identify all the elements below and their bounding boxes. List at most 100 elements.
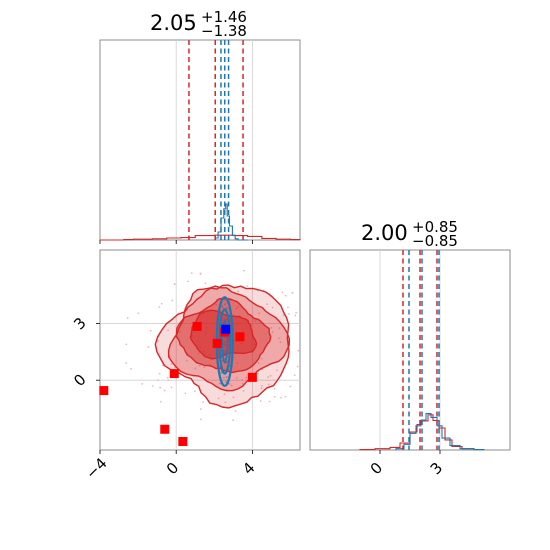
x-tick-label-0: −4 (82, 454, 110, 482)
scatter-point (237, 305, 240, 308)
scatter-point (293, 374, 296, 377)
scatter-point (173, 283, 176, 286)
scatter-point (158, 306, 161, 308)
scatter-point (225, 375, 228, 378)
y-tick-label-1: 3 (70, 314, 89, 333)
x2-title-value: 2.00 (361, 221, 408, 245)
scatter-point (242, 390, 245, 392)
histogram-series-1 (214, 203, 248, 241)
x2-title-upper: +0.85 (412, 218, 458, 236)
grid (379, 250, 441, 454)
scatter-point (253, 320, 256, 323)
scatter-point (295, 311, 298, 314)
x-tick-label-2: 4 (239, 459, 258, 478)
histograms (359, 412, 485, 451)
quantile-lines (188, 40, 244, 240)
scatter-point (186, 280, 189, 283)
scatter-point (219, 382, 222, 385)
scatter-point (209, 363, 212, 366)
scatter-point (167, 329, 169, 332)
scatter-point (287, 306, 289, 309)
scatter-point (221, 305, 224, 308)
scatter-point (273, 395, 276, 398)
scatter-point (294, 314, 297, 317)
scatter-point (296, 365, 299, 368)
histogram-series-0 (100, 234, 301, 241)
scatter-point (170, 386, 173, 389)
scatter-point (269, 374, 272, 377)
scatter-point (288, 313, 290, 315)
x1-title-lower: −1.38 (201, 22, 247, 40)
y-axis-ticks: 03 (70, 314, 89, 390)
red-marker-7 (235, 332, 245, 342)
scatter-point (161, 364, 164, 367)
scatter-point (270, 326, 273, 329)
scatter-point (266, 303, 269, 306)
scatter-point (278, 337, 281, 340)
grid (99, 40, 253, 244)
x2-title: 2.00 +0.85 −0.85 (361, 213, 465, 250)
scatter-point (202, 400, 205, 403)
histograms (100, 203, 301, 241)
scatter-point (278, 327, 281, 330)
scatter-point (234, 410, 237, 412)
scatter-point (232, 419, 235, 422)
scatter-point (230, 384, 233, 387)
scatter-point (258, 312, 261, 315)
scatter-point (259, 400, 262, 402)
scatter-point (220, 371, 223, 374)
scatter-point (223, 393, 226, 396)
scatter-point (225, 307, 228, 310)
scatter-point (158, 372, 161, 375)
scatter-point (198, 364, 201, 367)
scatter-point (199, 272, 202, 275)
scatter-point (126, 317, 129, 319)
scatter-point (166, 376, 169, 379)
scatter-point (273, 387, 276, 390)
scatter-point (167, 379, 170, 382)
scatter-point (284, 294, 287, 297)
scatter-point (125, 343, 128, 346)
scatter-point (197, 352, 200, 355)
scatter-point (291, 291, 294, 294)
scatter-point (245, 376, 248, 379)
scatter-point (246, 285, 249, 287)
scatter-point (235, 376, 238, 379)
scatter-point (204, 282, 207, 285)
scatter-point (171, 299, 173, 302)
scatter-point (159, 386, 162, 389)
scatter-point (137, 312, 140, 315)
scatter-point (157, 379, 160, 382)
scatter-point (260, 357, 263, 360)
scatter-point (151, 385, 154, 387)
panel-frame (99, 39, 301, 241)
scatter-point (260, 384, 263, 387)
scatter-point (223, 303, 226, 306)
scatter-point (163, 389, 166, 392)
scatter-point (200, 418, 202, 421)
histogram-series-0 (359, 414, 485, 451)
x-tick-label-1: 3 (427, 459, 446, 478)
scatter-point (271, 306, 274, 309)
scatter-point (243, 269, 245, 272)
scatter-point (241, 379, 244, 381)
x-axis-ticks: −4 0 4 (82, 454, 258, 482)
histogram-series-1 (395, 412, 485, 451)
scatter-point (297, 349, 300, 352)
blue-contour-level-2 (221, 319, 229, 364)
x2-title-lower: −0.85 (412, 232, 458, 250)
red-marker-0 (99, 386, 109, 396)
scatter-point (267, 376, 269, 379)
scatter-point (271, 331, 274, 333)
panel-frame (309, 249, 511, 451)
scatter-point (179, 331, 182, 333)
scatter-point (268, 400, 271, 403)
y-tick-label-0: 0 (70, 370, 89, 389)
x1-title: 2.05 +1.46 −1.38 (150, 3, 254, 40)
truth-markers (99, 321, 257, 447)
scatter-point (224, 401, 227, 404)
scatter-point (217, 397, 220, 400)
